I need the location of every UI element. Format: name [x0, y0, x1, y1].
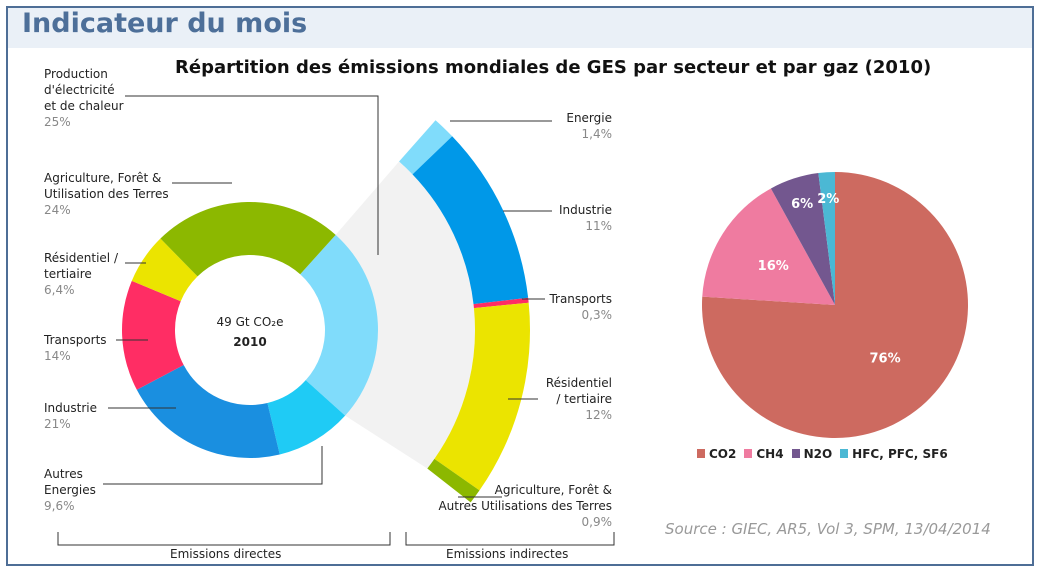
legend-item-co2: CO2	[697, 447, 736, 461]
connector-wedge	[335, 161, 476, 469]
donut-slice-4	[131, 238, 198, 302]
pie-label-0: 76%	[870, 351, 901, 366]
donut-center: 49 Gt CO₂e 2010	[200, 312, 300, 352]
source-note: Source : GIEC, AR5, Vol 3, SPM, 13/04/20…	[665, 520, 991, 538]
label-transports: Transports 14%	[44, 333, 107, 363]
label-ind-energie: Energie 1,4%	[566, 111, 612, 141]
donut-slice-3	[121, 280, 184, 390]
pie-label-2: 6%	[791, 197, 813, 212]
donut-slice-2	[136, 365, 280, 458]
page-title: Indicateur du mois	[22, 8, 308, 39]
donut-slice-0	[300, 234, 378, 416]
donut-slice-5	[160, 202, 336, 277]
donut-slice-1	[267, 380, 346, 455]
label-ind-industrie: Industrie 11%	[559, 203, 612, 233]
legend-item-n2o: N2O	[791, 447, 832, 461]
leader-lines	[57, 95, 615, 546]
label-agriculture: Agriculture, Forêt & Utilisation des Terr…	[44, 171, 169, 217]
year: 2010	[233, 335, 267, 349]
panel-frame	[6, 6, 1034, 566]
indirect-arc-3	[434, 302, 530, 491]
pie-label-1: 16%	[758, 259, 789, 274]
bracket-direct-label: Emissions directes	[170, 547, 282, 561]
label-ind-transports: Transports 0,3%	[549, 292, 612, 322]
indirect-arc-0	[399, 120, 453, 175]
label-ind-residential: Résidentiel / tertiaire 12%	[545, 376, 612, 422]
label-autres-energies: Autres Energies 9,6%	[44, 467, 96, 513]
indirect-arc-1	[412, 136, 529, 305]
pie-label-3: 2%	[817, 192, 839, 207]
header-bar	[8, 8, 1032, 48]
label-residential: Résidentiel / tertiaire 6,4%	[44, 251, 118, 297]
bracket-indirect-label: Emissions indirectes	[446, 547, 569, 561]
total-value: 49 Gt CO₂e	[216, 315, 284, 329]
label-ind-agriculture: Agriculture, Forêt & Autres Utilisations …	[438, 483, 612, 529]
pie-slice-1	[702, 188, 835, 305]
legend-item-ch4: CH4	[744, 447, 784, 461]
gas-legend: CO2 CH4 N2O HFC, PFC, SF6	[697, 447, 948, 461]
indirect-arc-4	[427, 458, 480, 503]
indirect-arc-2	[473, 297, 529, 309]
legend-item-hfc: HFC, PFC, SF6	[840, 447, 948, 461]
chart-title: Répartition des émissions mondiales de G…	[175, 57, 932, 78]
label-industrie: Industrie 21%	[44, 401, 97, 431]
pie-slice-2	[770, 173, 835, 305]
pie-slice-3	[818, 172, 835, 305]
label-electricity: Production d'électricité et de chaleur 25%	[44, 67, 124, 129]
